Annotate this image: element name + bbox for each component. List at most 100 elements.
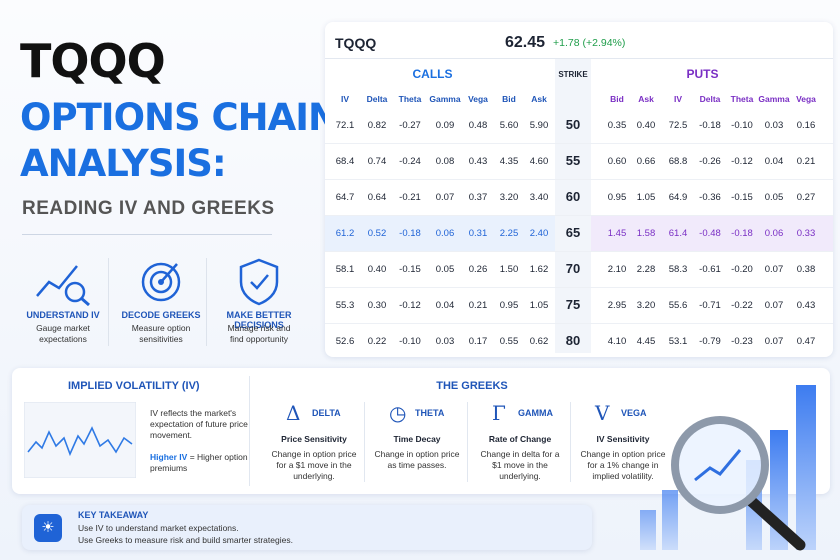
calls-label: CALLS (412, 67, 453, 81)
put-value: -0.26 (699, 156, 721, 167)
put-value: 0.07 (764, 336, 784, 347)
strike: 70 (565, 261, 581, 276)
call-value: 3.40 (529, 192, 549, 203)
call-value: 4.60 (529, 156, 549, 167)
put-value: 64.9 (668, 192, 688, 203)
put-value: 1.58 (636, 228, 656, 239)
put-value: 72.5 (668, 120, 688, 131)
column-header: Delta (366, 94, 388, 104)
feature-icon (33, 256, 93, 307)
greek-symbol: Γ (492, 401, 506, 425)
put-value: -0.18 (699, 120, 721, 131)
put-value: 0.33 (796, 228, 816, 239)
feature-text: Gauge market expectations (36, 323, 90, 344)
greek-subtitle: Price Sensitivity (281, 434, 347, 444)
put-value: -0.61 (699, 264, 721, 275)
call-value: 0.95 (499, 300, 519, 311)
put-value: 58.3 (668, 264, 688, 275)
put-value: 0.43 (796, 300, 816, 311)
strike-label: STRIKE (558, 70, 588, 79)
row-line (325, 143, 833, 144)
call-value: 0.74 (367, 156, 387, 167)
put-value: 2.10 (607, 264, 627, 275)
put-value: -0.48 (699, 228, 721, 239)
iv-highlight: Higher IV (150, 452, 188, 462)
iv-note: Higher IV = Higher option premiums (150, 452, 250, 474)
takeaway-line: Use IV to understand market expectations… (78, 523, 239, 533)
call-value: 58.1 (335, 264, 355, 275)
put-value: -0.10 (731, 120, 753, 131)
put-value: -0.36 (699, 192, 721, 203)
column-header: Delta (699, 94, 721, 104)
call-value: -0.12 (399, 300, 421, 311)
greek-subtitle: IV Sensitivity (596, 434, 650, 444)
call-value: 0.40 (367, 264, 387, 275)
put-value: -0.12 (731, 156, 753, 167)
call-value: 0.17 (468, 336, 488, 347)
put-value: -0.20 (731, 264, 753, 275)
call-value: -0.15 (399, 264, 421, 275)
call-value: 0.52 (367, 228, 387, 239)
divider (467, 402, 468, 482)
column-header: Ask (638, 94, 654, 104)
call-value: -0.24 (399, 156, 421, 167)
put-value: 61.4 (668, 228, 688, 239)
call-value: 2.25 (499, 228, 519, 239)
put-value: 2.28 (636, 264, 656, 275)
feature-text: Manage risk and find opportunity (227, 323, 291, 344)
put-value: 0.60 (607, 156, 627, 167)
greek-text: Change in delta for a $1 move in the und… (480, 449, 560, 481)
column-header: Vega (796, 94, 816, 104)
put-value: -0.15 (731, 192, 753, 203)
feature-title: MAKE BETTER DECISIONS (226, 310, 292, 330)
bulb-icon: ☀ (34, 514, 62, 542)
put-value: 0.06 (764, 228, 784, 239)
call-value: 1.62 (529, 264, 549, 275)
subtitle: READING IV AND GREEKS (22, 198, 275, 219)
call-value: 0.03 (435, 336, 455, 347)
put-value: 0.03 (764, 120, 784, 131)
row-line (325, 323, 833, 324)
call-value: 0.62 (529, 336, 549, 347)
chain-card: TQQQ 62.45 +1.78 (+2.94%) CALLS STRIKE P… (325, 22, 833, 357)
call-value: 0.31 (468, 228, 488, 239)
greek-name: VEGA (621, 408, 647, 418)
strike: 75 (565, 297, 581, 312)
quote-change: +1.78 (+2.94%) (553, 37, 626, 49)
column-header: Bid (502, 94, 516, 104)
put-value: 0.21 (796, 156, 816, 167)
greek-name: THETA (415, 408, 445, 418)
call-value: 5.60 (499, 120, 519, 131)
divider (249, 376, 250, 486)
strike: 60 (565, 189, 581, 204)
call-value: 0.30 (367, 300, 387, 311)
puts-label: PUTS (686, 67, 719, 81)
takeaway-line: Use Greeks to measure risk and build sma… (78, 535, 293, 545)
column-header: Bid (610, 94, 624, 104)
put-value: 2.95 (607, 300, 627, 311)
call-value: -0.21 (399, 192, 421, 203)
put-value: 68.8 (668, 156, 688, 167)
quote-price: 62.45 (505, 34, 546, 51)
divider (325, 58, 833, 59)
call-value: 68.4 (335, 156, 355, 167)
call-value: -0.18 (399, 228, 421, 239)
greek-symbol: ◷ (389, 401, 407, 425)
call-value: 0.64 (367, 192, 387, 203)
put-value: 55.6 (668, 300, 688, 311)
call-value: 0.37 (468, 192, 488, 203)
greek-name: GAMMA (518, 408, 553, 418)
icon (239, 258, 279, 306)
greek-subtitle: Time Decay (393, 434, 441, 444)
greeks-title: THE GREEKS (436, 380, 508, 392)
greek-symbol: Δ (286, 401, 301, 425)
title-line: OPTIONS CHAIN (20, 96, 339, 139)
iv-highlight-text: = Higher option premiums (150, 452, 248, 473)
column-header: Gamma (758, 94, 790, 104)
call-value: 0.04 (435, 300, 455, 311)
call-value: 0.06 (435, 228, 455, 239)
divider (364, 402, 365, 482)
column-header: Theta (730, 94, 754, 104)
row-line (325, 179, 833, 180)
